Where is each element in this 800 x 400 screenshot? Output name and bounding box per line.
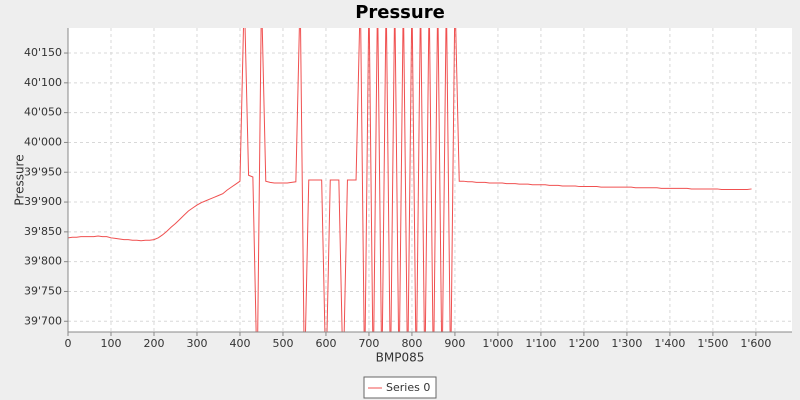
x-tick-label: 1'400 (654, 337, 685, 350)
x-tick-label: 900 (444, 337, 465, 350)
y-tick-label: 39'700 (24, 314, 62, 327)
legend-label: Series 0 (386, 381, 430, 394)
x-tick-label: 0 (65, 337, 72, 350)
y-tick-label: 39'800 (24, 255, 62, 268)
x-tick-label: 500 (272, 337, 293, 350)
x-axis-label: BMP085 (376, 351, 425, 365)
x-tick-label: 1'100 (525, 337, 556, 350)
ticks: 39'700 39'750 39'800 39'850 39'900 39'950 40'0… (24, 46, 771, 350)
legend-box (363, 376, 437, 399)
x-tick-label: 1'200 (568, 337, 599, 350)
x-tick-label: 1'500 (697, 337, 728, 350)
x-tick-label: 1'000 (482, 337, 513, 350)
x-tick-label: 1'300 (611, 337, 642, 350)
x-tick-label: 800 (401, 337, 422, 350)
y-tick-label: 39'850 (24, 225, 62, 238)
y-tick-label: 40'100 (24, 76, 62, 89)
y-tick-label: 39'900 (24, 195, 62, 208)
y-tick-label: 39'950 (24, 165, 62, 178)
x-tick-label: 700 (358, 337, 379, 350)
x-tick-label: 600 (315, 337, 336, 350)
x-tick-label: 200 (143, 337, 164, 350)
x-tick-label: 400 (229, 337, 250, 350)
x-tick-label: 1'600 (740, 337, 771, 350)
y-tick-label: 39'750 (24, 284, 62, 297)
y-tick-label: 40'050 (24, 106, 62, 119)
y-axis-label: Pressure (13, 154, 27, 205)
series-layer (68, 28, 752, 332)
y-tick-label: 40'000 (24, 135, 62, 148)
x-tick-label: 300 (186, 337, 207, 350)
chart-title: Pressure (355, 2, 445, 23)
y-tick-label: 40'150 (24, 46, 62, 59)
series-line (68, 28, 752, 332)
x-tick-label: 100 (100, 337, 121, 350)
